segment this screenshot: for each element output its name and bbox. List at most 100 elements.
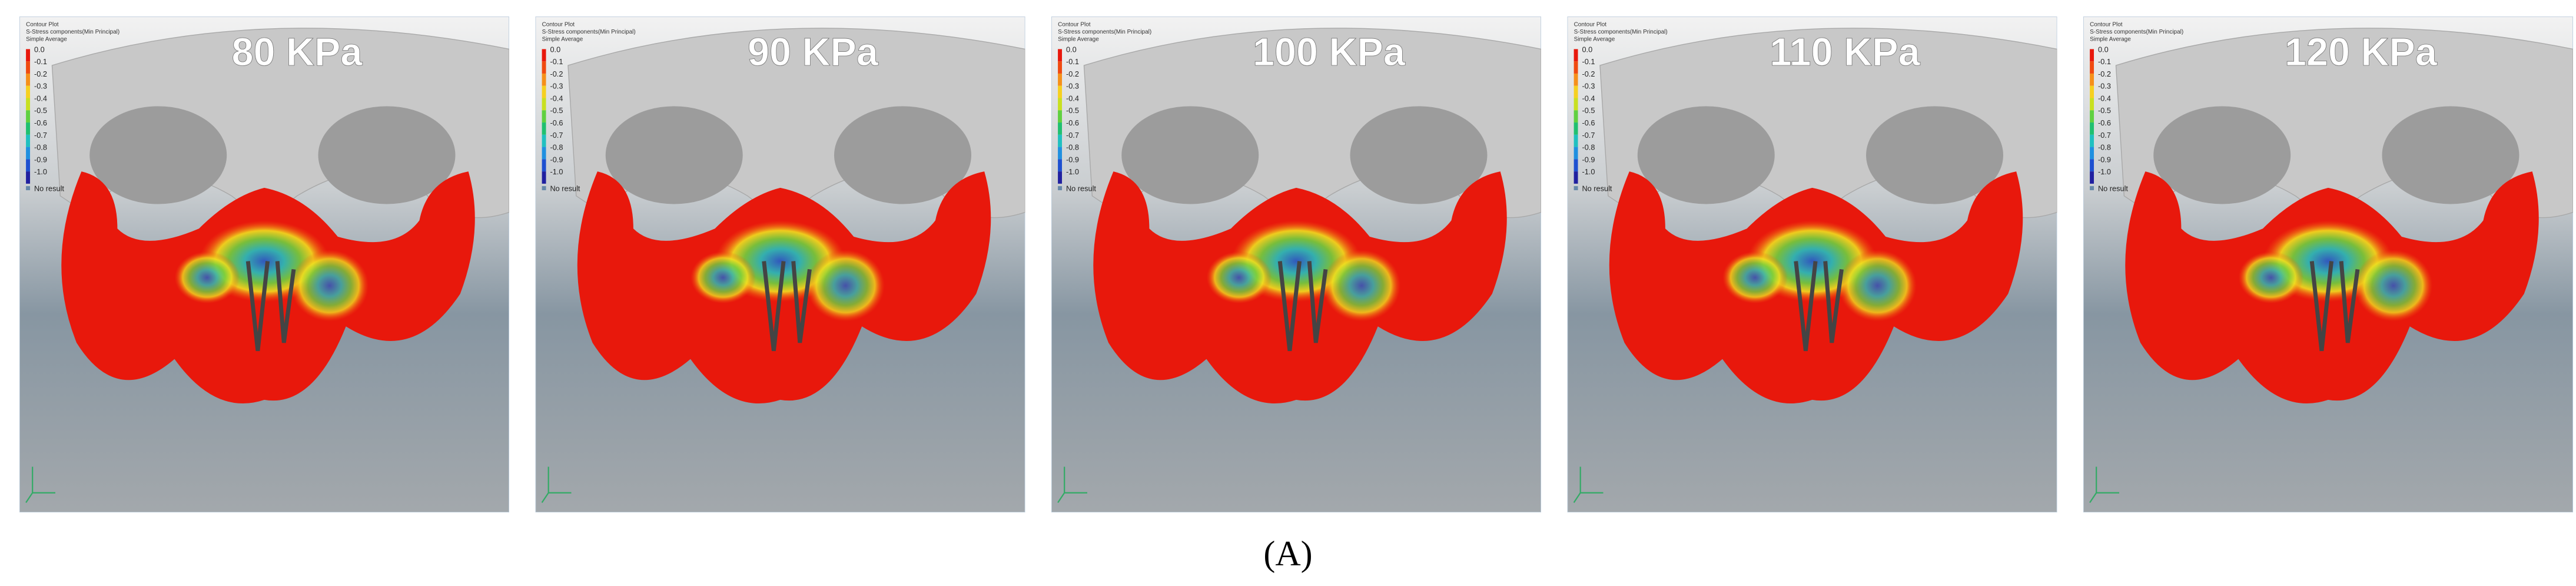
legend-swatch (542, 61, 546, 74)
legend-value: 0.0 (2098, 45, 2109, 54)
no-result-swatch (542, 186, 546, 190)
legend-swatch (2090, 159, 2094, 172)
legend-value: -0.2 (1066, 69, 1079, 78)
legend-swatch (26, 110, 31, 123)
orbit (1637, 106, 1775, 204)
panel-title: 110 KPa (1770, 31, 1920, 74)
legend-swatch (26, 171, 31, 184)
legend-header: Contour Plot (2090, 22, 2123, 28)
stress-zone (1206, 251, 1272, 304)
no-result-swatch (2090, 186, 2094, 190)
legend-swatch (1574, 159, 1578, 172)
legend-swatch (2090, 61, 2094, 74)
legend-value: -0.5 (1066, 106, 1079, 115)
stress-zone (806, 250, 885, 322)
legend-swatch (1574, 98, 1578, 111)
legend-value: -0.4 (1582, 94, 1595, 102)
legend-value: -0.6 (2098, 118, 2111, 127)
no-result-label: No result (34, 184, 64, 193)
legend-value: -0.4 (550, 94, 563, 102)
legend-header: Simple Average (26, 37, 67, 43)
legend-swatch (1058, 61, 1063, 74)
legend-value: -0.9 (550, 155, 563, 164)
legend-swatch (1058, 98, 1063, 111)
legend-swatch (2090, 123, 2094, 135)
legend-swatch (542, 85, 546, 98)
legend-value: -0.3 (1066, 82, 1079, 91)
legend-value: -0.8 (1582, 143, 1595, 152)
legend-swatch (1058, 134, 1063, 147)
legend-value: -0.9 (1582, 155, 1595, 164)
legend-swatch (1574, 49, 1578, 62)
legend-value: -0.4 (1066, 94, 1079, 102)
legend-value: 0.0 (1066, 45, 1077, 54)
no-result-label: No result (1066, 184, 1096, 193)
legend-header: Simple Average (2090, 37, 2131, 43)
legend-value: -0.8 (2098, 143, 2111, 152)
axis-triad (1573, 466, 1604, 503)
legend-swatch (2090, 134, 2094, 147)
legend-header: Contour Plot (542, 22, 575, 28)
legend-swatch (26, 73, 31, 86)
legend-value: -0.8 (550, 143, 563, 152)
legend-value: -0.6 (550, 118, 563, 127)
legend-swatch (542, 159, 546, 172)
legend-value: -0.3 (1582, 82, 1595, 91)
orbit (2382, 106, 2519, 204)
legend-value: 0.0 (1582, 45, 1592, 54)
tooth-gap (1794, 261, 1844, 352)
legend-value: -0.5 (2098, 106, 2111, 115)
orbit (1121, 106, 1259, 204)
legend-value: -0.6 (1582, 118, 1595, 127)
legend-header: S-Stress components(Min Principal) (26, 29, 119, 35)
legend-header: S-Stress components(Min Principal) (542, 29, 636, 35)
legend-value: -0.7 (34, 131, 47, 140)
tooth-gap (245, 261, 296, 352)
legend-value: -0.5 (34, 106, 47, 115)
no-result-label: No result (1582, 184, 1612, 193)
axis-triad (1057, 466, 1088, 503)
no-result-swatch (1058, 186, 1063, 190)
legend-swatch (1058, 147, 1063, 160)
legend-value: -0.9 (2098, 155, 2111, 164)
panel-title: 90 KPa (748, 31, 879, 74)
legend-swatch (2090, 147, 2094, 160)
legend-value: -0.7 (1582, 131, 1595, 140)
legend-header: S-Stress components(Min Principal) (1574, 29, 1668, 35)
legend-swatch (1058, 123, 1063, 135)
legend-swatch (26, 85, 31, 98)
legend-swatch (1574, 61, 1578, 74)
legend-value: -0.7 (2098, 131, 2111, 140)
panel-title: 120 KPa (2285, 31, 2438, 74)
tooth-gap (1277, 261, 1328, 352)
legend-value: -0.3 (550, 82, 563, 91)
legend-value: -0.1 (1066, 57, 1079, 66)
legend-swatch (26, 134, 31, 147)
legend-swatch (1058, 49, 1063, 62)
legend-header: Contour Plot (26, 22, 59, 28)
legend-swatch (542, 134, 546, 147)
legend-value: -0.3 (2098, 82, 2111, 91)
legend-swatch (542, 171, 546, 184)
legend-value: -0.5 (1582, 106, 1595, 115)
legend-swatch (1574, 171, 1578, 184)
legend-swatch (1574, 73, 1578, 86)
legend-swatch (1574, 147, 1578, 160)
stress-zone (1838, 250, 1917, 322)
legend-swatch (1574, 134, 1578, 147)
legend-swatch (542, 147, 546, 160)
stress-zone (2238, 251, 2304, 304)
caption: (A) (1263, 534, 1312, 573)
legend-value: -0.8 (1066, 143, 1079, 152)
legend-value: -0.5 (550, 106, 563, 115)
legend-value: -0.7 (550, 131, 563, 140)
orbit (834, 106, 971, 204)
legend-header: S-Stress components(Min Principal) (1058, 29, 1151, 35)
legend-swatch (542, 123, 546, 135)
legend-swatch (2090, 171, 2094, 184)
